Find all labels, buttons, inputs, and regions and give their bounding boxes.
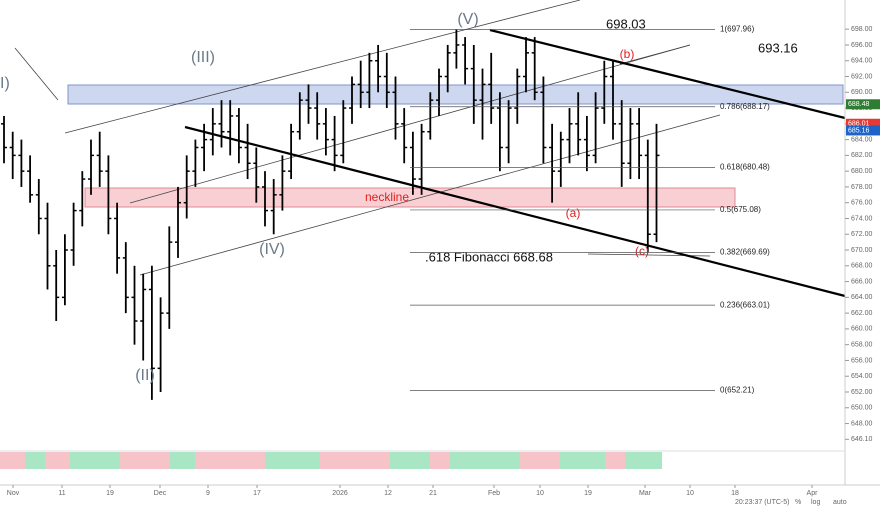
- fib-label: 0.618(680.48): [720, 162, 770, 171]
- wave-label: (b): [620, 47, 635, 61]
- y-tick-label: 684.00: [851, 136, 873, 143]
- x-tick-label: 21: [429, 490, 437, 497]
- x-tick-label: 18: [731, 490, 739, 497]
- y-tick-label: 678.00: [851, 184, 873, 191]
- y-tick-label: 682.00: [851, 152, 873, 159]
- y-tick-label: 658.00: [851, 342, 873, 349]
- y-tick-label: 672.00: [851, 231, 873, 238]
- x-tick-label: 9: [206, 490, 210, 497]
- x-tick-label: 2026: [332, 490, 348, 497]
- y-tick-label: 646.10: [851, 436, 873, 443]
- y-tick-label: 670.00: [851, 247, 873, 254]
- x-tick-label: 10: [686, 490, 694, 497]
- price-tag: [846, 125, 880, 136]
- status-auto[interactable]: auto: [833, 499, 847, 506]
- y-tick-label: 660.00: [851, 326, 873, 333]
- fib-label: 0.236(663.01): [720, 300, 770, 309]
- x-tick-label: Apr: [807, 490, 819, 497]
- y-tick-label: 692.00: [851, 73, 873, 80]
- y-tick-label: 676.00: [851, 200, 873, 207]
- channel-lines: [14, 0, 721, 276]
- x-tick-label: 12: [384, 490, 392, 497]
- price-tag-label: 686.01: [848, 121, 870, 128]
- y-tick-label: 662.00: [851, 310, 873, 317]
- y-tick-label: 674.00: [851, 215, 873, 222]
- y-tick-label: 650.00: [851, 405, 873, 412]
- price-tag: [846, 118, 880, 129]
- wave-label: (V): [457, 11, 478, 28]
- y-tick-label: 648.00: [851, 420, 873, 427]
- neckline-zone: [84, 187, 736, 208]
- status-log[interactable]: log: [811, 499, 820, 506]
- fib-label: 1(697.96): [720, 25, 755, 34]
- trend-lines: [184, 28, 846, 298]
- y-tick-label: 668.00: [851, 263, 873, 270]
- y-tick-label: 654.00: [851, 373, 873, 380]
- x-tick-label: Feb: [488, 490, 500, 497]
- wave-label: I): [0, 75, 10, 92]
- price-tag: [846, 99, 880, 110]
- y-tick-label: 696.00: [851, 42, 873, 49]
- x-tick-label: 19: [584, 490, 592, 497]
- x-tick-label: 10: [536, 490, 544, 497]
- y-tick-label: 652.00: [851, 389, 873, 396]
- neckline-label: neckline: [365, 190, 409, 204]
- annotation: .618 Fibonacci 668.68: [425, 249, 553, 264]
- x-tick-label: Mar: [639, 490, 652, 497]
- wave-label: (III): [191, 49, 215, 66]
- price-tag-label: 685.16: [848, 127, 870, 134]
- fib-label: 0.786(688.17): [720, 102, 770, 111]
- fib-label: 0(652.21): [720, 385, 755, 394]
- status-pct[interactable]: %: [795, 499, 801, 506]
- resistance-zone: [67, 84, 844, 105]
- wave-label: (c): [635, 244, 649, 258]
- status-bar: 20:23:37 (UTC-5) % log auto: [735, 499, 847, 506]
- annotation: 693.16: [758, 40, 798, 55]
- indicator-strip: [0, 452, 662, 469]
- wave-label: (II): [135, 367, 155, 384]
- fib-label: 0.382(669.69): [720, 248, 770, 257]
- y-tick-label: 656.00: [851, 357, 873, 364]
- y-tick-label: 664.00: [851, 294, 873, 301]
- x-tick-label: 17: [253, 490, 261, 497]
- annotation: 698.03: [606, 16, 646, 31]
- y-tick-label: 690.00: [851, 89, 873, 96]
- y-tick-label: 694.00: [851, 58, 873, 65]
- y-tick-label: 680.00: [851, 168, 873, 175]
- price-tag-label: 688.48: [848, 101, 870, 108]
- wave-label: (a): [566, 206, 581, 220]
- y-tick-label: 666.00: [851, 278, 873, 285]
- wave-label: (IV): [259, 241, 285, 258]
- x-tick-label: 11: [58, 490, 65, 497]
- x-tick-label: 19: [106, 490, 114, 497]
- y-tick-label: 698.00: [851, 26, 873, 33]
- x-tick-label: Dec: [154, 490, 167, 497]
- fib-label: 0.5(675.08): [720, 205, 761, 214]
- x-tick-label: Nov: [7, 490, 20, 497]
- status-time: 20:23:37 (UTC-5): [735, 499, 789, 506]
